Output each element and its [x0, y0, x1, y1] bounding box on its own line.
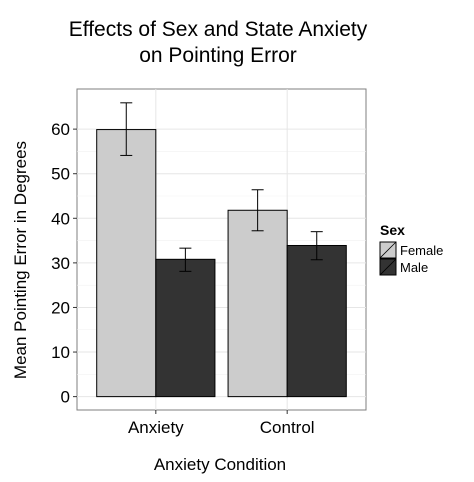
x-axis-ticks: Anxiety Control	[128, 410, 315, 437]
y-tick-label: 60	[51, 120, 70, 139]
legend-key-slash	[379, 241, 397, 259]
y-tick-label: 20	[51, 298, 70, 317]
bar	[286, 244, 347, 398]
bar	[96, 129, 157, 398]
y-tick-label: 40	[51, 209, 70, 228]
x-tick-label: Anxiety	[128, 418, 184, 437]
legend-label: Female	[400, 243, 443, 258]
bar	[155, 258, 216, 398]
bars	[96, 129, 347, 398]
legend: Sex Female Male	[379, 222, 443, 276]
chart-title-line-2: on Pointing Error	[139, 44, 297, 67]
legend-title: Sex	[380, 222, 405, 238]
y-tick-label: 50	[51, 165, 70, 184]
y-tick-label: 0	[61, 388, 70, 407]
legend-key-slash	[379, 258, 397, 276]
y-tick-label: 10	[51, 343, 70, 362]
bar	[227, 209, 288, 398]
legend-entries: Female Male	[379, 241, 443, 276]
y-axis-ticks: 0 10 20 30 40 50 60	[51, 120, 77, 407]
error-bars	[120, 102, 323, 272]
x-tick-label: Control	[260, 418, 315, 437]
y-tick-label: 30	[51, 254, 70, 273]
x-axis-label: Anxiety Condition	[154, 455, 286, 474]
legend-label: Male	[400, 260, 428, 275]
chart-title-line-1: Effects of Sex and State Anxiety	[69, 18, 368, 41]
y-axis-label: Mean Pointing Error in Degrees	[11, 141, 30, 379]
